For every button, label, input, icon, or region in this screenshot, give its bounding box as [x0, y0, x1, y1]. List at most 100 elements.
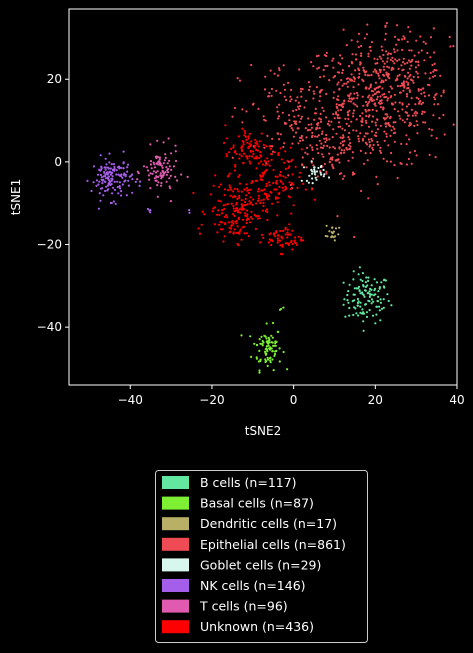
point-series-5 [112, 186, 115, 189]
point-series-7 [219, 183, 222, 186]
point-series-3 [408, 75, 411, 78]
point-series-0 [347, 301, 350, 304]
point-series-0 [362, 284, 365, 287]
point-series-3 [303, 106, 306, 109]
point-series-3 [281, 111, 284, 114]
point-series-5 [104, 180, 107, 183]
point-series-7 [274, 181, 277, 184]
point-series-3 [276, 117, 280, 120]
point-series-0 [368, 292, 372, 295]
point-series-3 [420, 92, 423, 95]
point-series-7 [250, 215, 253, 219]
point-series-3 [414, 103, 417, 106]
point-series-6 [154, 171, 158, 174]
point-series-6 [156, 139, 159, 142]
point-series-3 [403, 62, 406, 65]
point-series-7 [254, 227, 257, 231]
point-series-5 [108, 152, 111, 155]
point-series-7 [269, 147, 272, 150]
point-series-3 [408, 90, 411, 93]
point-series-5 [122, 162, 125, 165]
point-series-3 [305, 166, 308, 169]
point-series-7 [234, 149, 237, 153]
point-series-7 [261, 171, 264, 174]
point-series-6 [164, 153, 167, 156]
point-series-3 [397, 110, 400, 113]
point-series-7 [274, 175, 277, 178]
point-series-5 [113, 165, 116, 169]
point-series-3 [359, 61, 362, 64]
point-series-7 [221, 228, 224, 231]
point-series-3 [386, 99, 389, 102]
point-series-5 [118, 165, 121, 168]
point-series-6 [161, 174, 164, 177]
point-series-3 [317, 66, 321, 69]
point-series-3 [352, 86, 355, 89]
point-series-7 [274, 196, 277, 199]
point-series-3 [365, 121, 368, 124]
point-series-3 [412, 81, 415, 84]
point-series-5 [110, 177, 113, 180]
point-series-3 [375, 71, 378, 74]
point-series-3 [377, 143, 380, 147]
point-series-3 [267, 95, 270, 98]
point-series-3 [434, 94, 437, 97]
point-series-3 [271, 145, 274, 148]
legend-swatch [162, 496, 189, 510]
point-series-3 [360, 124, 363, 127]
point-series-5 [114, 202, 117, 205]
point-series-5 [119, 187, 122, 190]
point-series-7 [280, 235, 283, 238]
point-series-0 [368, 290, 371, 293]
point-series-0 [376, 300, 380, 303]
point-series-3 [368, 94, 371, 97]
point-series-1 [278, 347, 281, 350]
point-series-3 [369, 151, 372, 155]
point-series-7 [238, 182, 242, 185]
point-series-0 [377, 290, 380, 293]
point-series-7 [251, 203, 254, 206]
point-series-3 [401, 108, 404, 111]
point-series-3 [332, 76, 335, 79]
point-series-6 [160, 164, 163, 167]
point-series-0 [359, 305, 362, 308]
point-series-6 [146, 169, 150, 172]
y-tick-label: 0 [54, 155, 62, 169]
point-series-0 [353, 299, 356, 302]
point-series-7 [276, 214, 279, 217]
point-series-7 [233, 228, 236, 231]
point-series-1 [274, 344, 277, 347]
point-series-3 [374, 62, 377, 65]
legend-swatch [162, 620, 189, 634]
point-series-7 [242, 218, 245, 221]
point-series-7 [248, 160, 251, 163]
x-axis-label: tSNE2 [245, 424, 282, 438]
point-series-3 [331, 136, 334, 139]
point-series-7 [283, 161, 286, 164]
point-series-3 [400, 64, 403, 67]
point-series-6 [152, 170, 155, 173]
point-series-1 [272, 369, 275, 372]
point-series-3 [381, 60, 384, 63]
point-series-7 [284, 185, 287, 188]
point-series-3 [315, 144, 318, 147]
point-series-6 [169, 174, 172, 177]
point-series-3 [316, 67, 319, 70]
point-series-3 [358, 140, 361, 143]
point-series-3 [417, 97, 420, 100]
point-series-3 [396, 176, 399, 180]
point-series-3 [339, 125, 342, 128]
point-series-6 [164, 156, 167, 159]
point-series-3 [384, 38, 387, 41]
point-series-7 [242, 161, 245, 164]
point-series-3 [373, 68, 377, 71]
point-series-0 [370, 298, 374, 301]
point-series-3 [278, 103, 281, 106]
point-series-0 [353, 306, 356, 309]
point-series-1 [264, 360, 267, 364]
point-series-7 [262, 236, 265, 239]
point-series-7 [220, 228, 223, 231]
point-series-7 [216, 231, 219, 234]
point-series-7 [288, 165, 291, 168]
